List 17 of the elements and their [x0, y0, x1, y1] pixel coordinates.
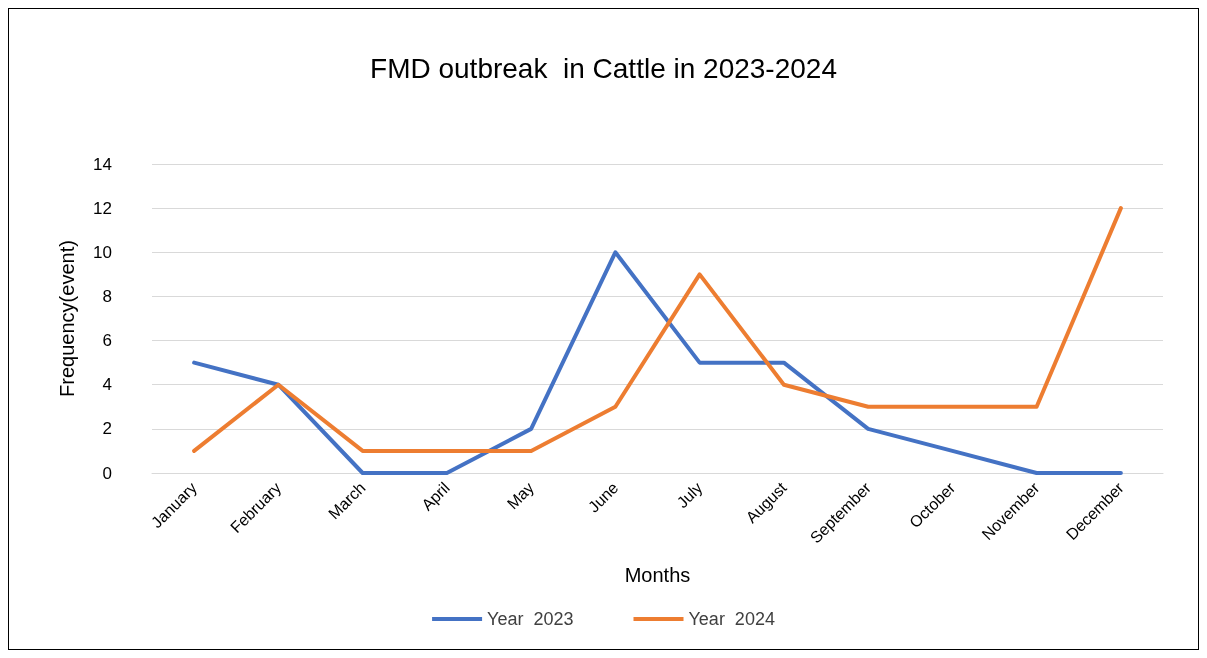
y-tick-label: 10	[93, 242, 112, 262]
y-tick-label: 2	[102, 419, 112, 439]
y-tick-label: 14	[93, 154, 112, 174]
legend-label: Year 2023	[487, 609, 574, 629]
y-tick-label: 12	[93, 198, 112, 218]
y-tick-label: 0	[102, 463, 112, 483]
x-axis-title: Months	[624, 564, 691, 586]
legend-label: Year 2024	[688, 609, 775, 629]
y-tick-label: 8	[102, 286, 112, 306]
line-series	[192, 206, 1123, 453]
x-tick-label: May	[503, 478, 538, 513]
line-series	[192, 250, 1123, 475]
chart-title: FMD outbreak in Cattle in 2023-2024	[370, 52, 837, 84]
y-axis-title: Frequency(event)	[56, 240, 78, 397]
x-tick-label: July	[673, 478, 706, 512]
y-tick-label: 4	[102, 375, 112, 395]
y-tick-label: 6	[102, 331, 112, 351]
